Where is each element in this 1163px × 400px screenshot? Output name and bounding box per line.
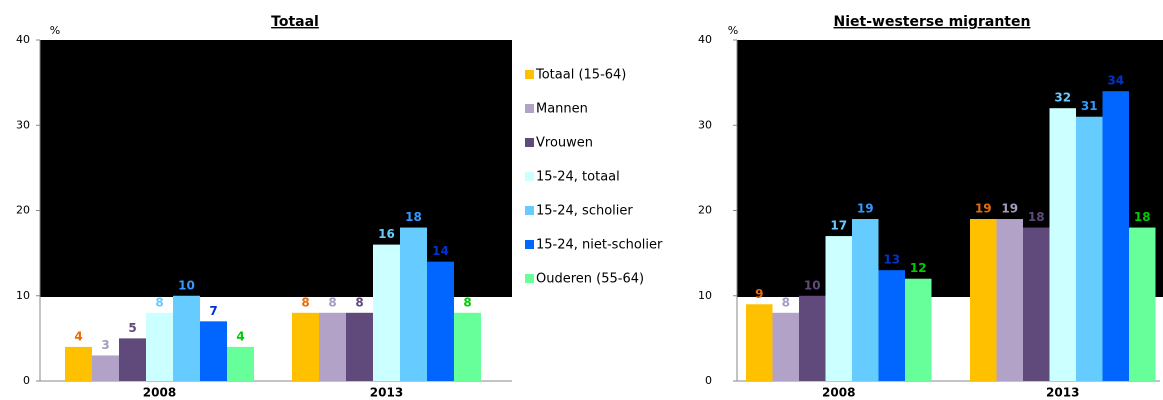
value-label: 13 xyxy=(883,253,900,267)
value-label: 7 xyxy=(209,304,217,318)
value-label: 3 xyxy=(101,338,109,352)
bar xyxy=(746,304,773,381)
bar xyxy=(825,236,852,381)
legend-swatch xyxy=(525,70,534,79)
value-label: 10 xyxy=(178,278,195,292)
y-tick-label: 30 xyxy=(698,118,712,131)
value-label: 8 xyxy=(155,295,163,309)
y-tick-label: 0 xyxy=(705,374,712,387)
x-tick-label: 2008 xyxy=(143,386,176,400)
y-tick-label: 40 xyxy=(16,33,30,46)
legend-swatch xyxy=(525,274,534,283)
bar xyxy=(1129,227,1156,381)
value-label: 4 xyxy=(74,329,82,343)
legend-label: 15-24, totaal xyxy=(536,170,620,185)
legend-label: 15-24, niet-scholier xyxy=(536,238,663,253)
bar xyxy=(1049,108,1076,381)
value-label: 12 xyxy=(910,261,927,275)
bar xyxy=(970,219,997,381)
value-label: 18 xyxy=(405,210,422,224)
value-label: 19 xyxy=(975,202,992,216)
value-label: 32 xyxy=(1054,91,1071,105)
y-tick-label: 0 xyxy=(23,374,30,387)
chart-title: Totaal xyxy=(271,14,319,30)
value-label: 8 xyxy=(782,295,790,309)
chart-title: Niet-westerse migranten xyxy=(834,14,1031,30)
y-tick-label: 20 xyxy=(16,204,30,217)
value-label: 18 xyxy=(1028,210,1045,224)
legend-label: Totaal (15-64) xyxy=(535,68,626,83)
x-tick-label: 2013 xyxy=(1046,386,1079,400)
value-label: 8 xyxy=(463,295,471,309)
x-tick-label: 2013 xyxy=(370,386,403,400)
value-label: 10 xyxy=(804,278,821,292)
bar xyxy=(346,312,373,381)
legend-swatch xyxy=(525,172,534,181)
bar xyxy=(427,261,454,381)
bar xyxy=(319,312,346,381)
legend-swatch xyxy=(525,240,534,249)
y-unit: % xyxy=(728,24,738,37)
legend-swatch xyxy=(525,138,534,147)
bar xyxy=(292,312,319,381)
value-label: 19 xyxy=(1001,202,1018,216)
bar xyxy=(996,219,1023,381)
value-label: 4 xyxy=(236,329,244,343)
bar xyxy=(878,270,905,381)
bar xyxy=(905,278,932,381)
legend-swatch xyxy=(525,104,534,113)
value-label: 8 xyxy=(355,295,363,309)
bar xyxy=(173,295,200,381)
x-tick-label: 2008 xyxy=(822,386,855,400)
bar xyxy=(454,312,481,381)
bar xyxy=(146,312,173,381)
y-tick-label: 20 xyxy=(698,204,712,217)
value-label: 19 xyxy=(857,202,874,216)
bar xyxy=(772,312,799,381)
bar xyxy=(1076,116,1103,381)
bar xyxy=(200,321,227,381)
plot-background xyxy=(40,40,512,297)
y-tick-label: 30 xyxy=(16,118,30,131)
value-label: 31 xyxy=(1081,99,1098,113)
value-label: 16 xyxy=(378,227,395,241)
value-label: 9 xyxy=(755,287,763,301)
bar xyxy=(799,295,826,381)
value-label: 5 xyxy=(128,321,136,335)
bar xyxy=(400,227,427,381)
y-unit: % xyxy=(50,24,60,37)
bar xyxy=(852,219,879,381)
bar xyxy=(119,338,146,381)
value-label: 14 xyxy=(432,244,449,258)
bar xyxy=(1102,91,1129,382)
bar xyxy=(1023,227,1050,381)
bar xyxy=(373,244,400,381)
value-label: 34 xyxy=(1107,74,1124,88)
value-label: 8 xyxy=(328,295,336,309)
y-tick-label: 40 xyxy=(698,33,712,46)
legend-label: 15-24, scholier xyxy=(536,204,633,219)
y-tick-label: 10 xyxy=(698,289,712,302)
value-label: 8 xyxy=(301,295,309,309)
legend-label: Vrouwen xyxy=(536,136,593,151)
legend-label: Mannen xyxy=(536,102,588,117)
y-tick-label: 10 xyxy=(16,289,30,302)
bar xyxy=(92,355,119,381)
legend-swatch xyxy=(525,206,534,215)
value-label: 18 xyxy=(1134,210,1151,224)
value-label: 17 xyxy=(830,219,847,233)
bar xyxy=(65,346,92,381)
legend-label: Ouderen (55-64) xyxy=(536,272,644,287)
bar xyxy=(227,346,254,381)
